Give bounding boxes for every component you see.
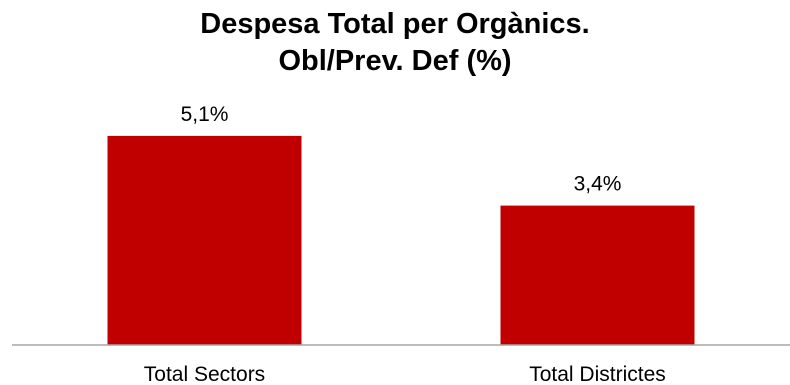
- category-label-2: Total Districtes: [529, 363, 666, 385]
- data-label-group: 5,1% 3,4%: [181, 103, 622, 196]
- category-label-1: Total Sectors: [144, 363, 265, 385]
- bar-2: [500, 205, 695, 345]
- bar-1: [107, 135, 302, 345]
- data-label-2: 3,4%: [574, 173, 622, 196]
- chart-title-line-2: Obl/Prev. Def (%): [278, 45, 512, 77]
- category-label-group: Total Sectors Total Districtes: [144, 363, 666, 385]
- data-label-1: 5,1%: [181, 103, 229, 126]
- chart-title: Despesa Total per Orgànics. Obl/Prev. De…: [0, 6, 790, 80]
- chart-title-line-1: Despesa Total per Orgànics.: [200, 8, 590, 40]
- bar-group: [107, 135, 695, 345]
